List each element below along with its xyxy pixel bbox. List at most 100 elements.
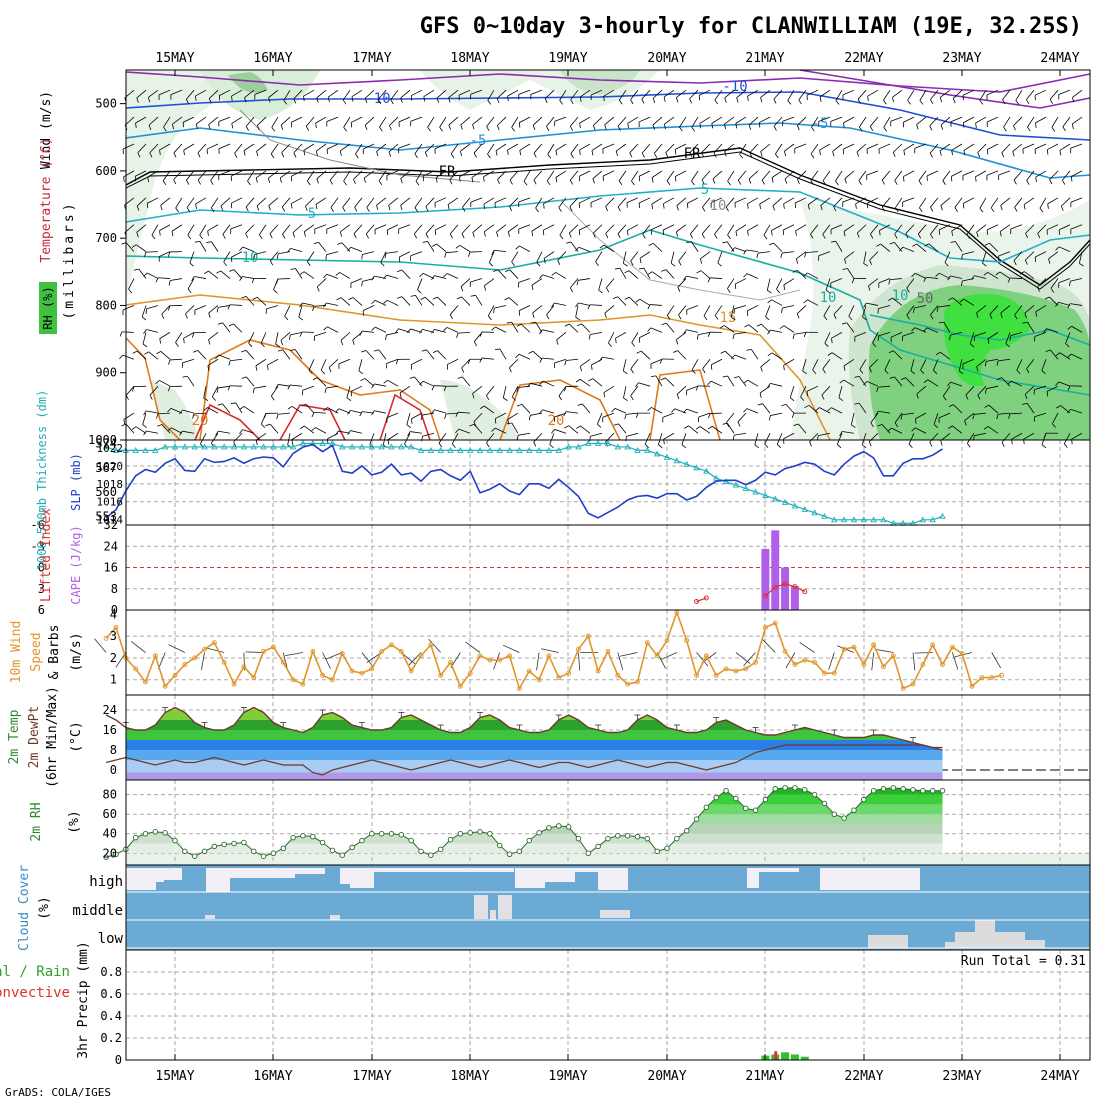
wind-barb-feather — [1001, 152, 1005, 158]
wind-barb — [473, 143, 483, 154]
wind-barb — [269, 423, 279, 434]
wind-barb-feather — [496, 98, 500, 104]
wind-barb-feather — [858, 180, 862, 186]
wind-speed-point — [349, 668, 355, 674]
wind-barb — [554, 358, 567, 364]
wind-barb-feather — [231, 95, 233, 102]
wind-barb-feather — [1005, 343, 1010, 348]
wind-barb — [665, 377, 675, 387]
wind-barb — [435, 170, 447, 178]
wind-barb — [142, 332, 147, 345]
thickness-point — [486, 446, 494, 453]
wind-barb — [639, 170, 651, 177]
wind-barb-feather — [947, 381, 952, 387]
wind-barb — [965, 385, 975, 396]
wind-barb-feather — [663, 203, 665, 209]
wind-barb — [354, 197, 363, 208]
wind-barb — [990, 197, 999, 208]
contour-label: 50 — [917, 291, 934, 307]
wind-barb-feather — [707, 425, 713, 430]
wind-barb-feather — [420, 414, 423, 421]
wind-barb — [234, 143, 243, 154]
wind-barb — [738, 376, 747, 387]
wind-barb — [602, 356, 615, 360]
wind-barb-feather — [899, 246, 904, 252]
surface-wind-barb — [206, 647, 225, 653]
wind-barb — [630, 251, 639, 262]
temp2m-ylabel-a: 2m Temp — [7, 709, 22, 764]
wind-barb-feather — [141, 316, 147, 321]
wind-barb-feather — [383, 299, 388, 304]
cloud-gap — [218, 868, 230, 892]
rh-point — [211, 843, 218, 850]
wind-barb-feather — [995, 271, 1001, 276]
wind-barb-feather — [935, 272, 940, 277]
wind-barb — [691, 359, 699, 370]
thickness-point — [181, 443, 189, 450]
wind-barb — [703, 305, 711, 317]
wind-barb — [1013, 116, 1023, 126]
cloud-gap — [545, 868, 575, 882]
thickness-point — [624, 443, 631, 450]
wind-barb — [915, 412, 927, 420]
wind-barb-feather — [984, 361, 987, 367]
wind-barb-feather — [539, 357, 543, 363]
wind-barb-feather — [185, 99, 189, 104]
wind-barb — [389, 116, 399, 126]
rh-point — [428, 852, 434, 858]
wind-barb — [222, 224, 231, 235]
thickness-point — [781, 499, 789, 505]
wind-barb-feather — [284, 315, 289, 321]
wind-barb — [1049, 170, 1059, 180]
wind-barb-feather — [396, 269, 402, 273]
wind-barb-feather — [330, 207, 334, 212]
wind-speed-point — [467, 670, 473, 676]
wind-barb — [626, 412, 639, 415]
wind-barb — [902, 197, 915, 203]
rh-point — [437, 846, 444, 853]
wind-barb-feather — [731, 354, 736, 359]
wind-barb — [835, 170, 843, 182]
wind-barb — [255, 432, 267, 441]
wind-barb-feather — [187, 288, 192, 294]
wind-barb — [364, 89, 375, 99]
axis-tick-label: 1018 — [97, 478, 124, 491]
wind-barb — [943, 321, 951, 333]
wind-barb — [197, 170, 207, 181]
wind-barb-feather — [863, 263, 869, 267]
wind-barb — [663, 224, 675, 231]
wind-barb — [842, 431, 855, 434]
wind-barb — [1062, 116, 1071, 127]
wind-barb-feather — [564, 323, 570, 327]
wind-barb — [346, 386, 351, 398]
wind-barb-feather — [951, 230, 953, 236]
wind-barb — [640, 350, 651, 360]
wind-barb-feather — [340, 340, 344, 346]
wind-barb-feather — [410, 294, 416, 297]
wind-barb — [894, 376, 903, 387]
wind-barb — [622, 359, 627, 372]
rh-point — [920, 787, 926, 794]
wind-barb — [142, 412, 147, 425]
wind-barb — [558, 385, 567, 397]
wind-barb — [446, 251, 459, 254]
wind-barb — [810, 170, 819, 181]
rh-point — [772, 786, 778, 792]
wind-barb — [727, 170, 735, 182]
wind-barb — [870, 116, 879, 127]
axis-tick-label: 567 — [95, 461, 117, 475]
wind-barb-feather — [986, 149, 989, 155]
wind-barb-feather — [215, 430, 219, 436]
wind-barb — [543, 197, 555, 205]
temperature-contour — [125, 122, 1091, 179]
wind-barb — [807, 272, 819, 279]
wind-speed-point — [359, 670, 365, 676]
wind-barb — [330, 197, 339, 208]
wind-barb — [424, 296, 435, 306]
wind-barb — [149, 143, 159, 154]
rh-point — [447, 836, 454, 843]
thickness-point — [555, 446, 563, 453]
cloud-ylabel: Cloud Cover — [17, 865, 32, 951]
wind-speed-point — [871, 642, 877, 648]
wind-barb — [218, 305, 231, 308]
